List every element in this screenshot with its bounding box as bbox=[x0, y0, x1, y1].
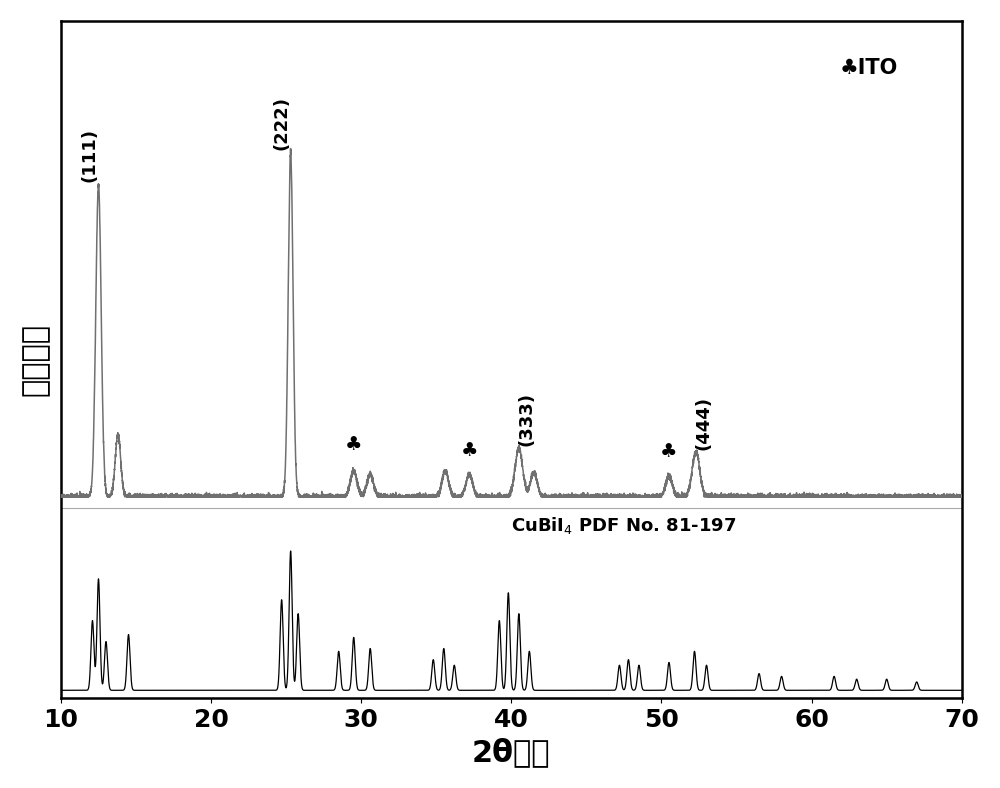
Text: (111): (111) bbox=[80, 128, 98, 182]
Text: (444): (444) bbox=[695, 396, 713, 450]
Text: ♣: ♣ bbox=[660, 442, 678, 461]
Text: ♣: ♣ bbox=[461, 441, 478, 460]
Text: CuBiI$_4$ PDF No. 81-197: CuBiI$_4$ PDF No. 81-197 bbox=[511, 515, 737, 536]
Text: ♣: ♣ bbox=[345, 436, 362, 455]
Text: (333): (333) bbox=[517, 392, 535, 446]
X-axis label: 2θ角度: 2θ角度 bbox=[472, 738, 551, 768]
Text: ♣ITO: ♣ITO bbox=[840, 58, 898, 78]
Y-axis label: 相对强度: 相对强度 bbox=[21, 323, 50, 396]
Text: (222): (222) bbox=[273, 95, 291, 150]
